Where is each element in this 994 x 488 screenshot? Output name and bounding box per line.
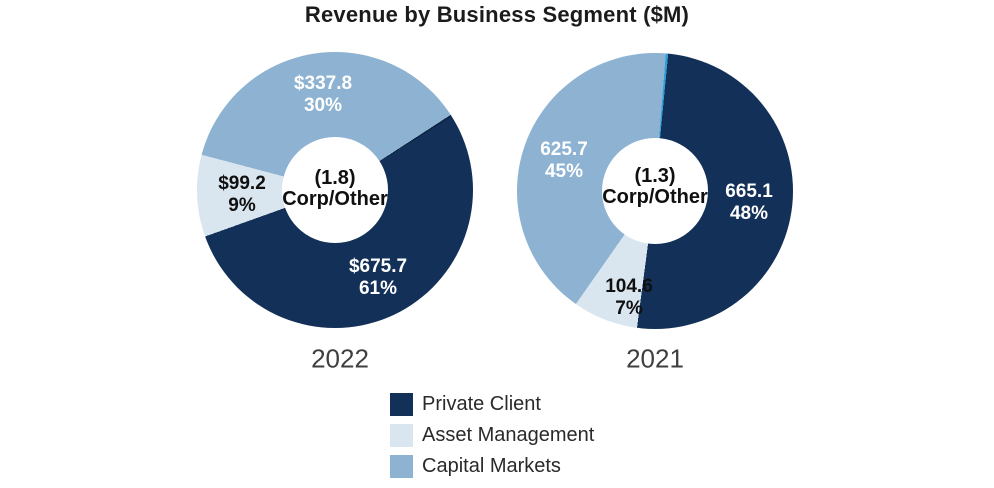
legend-label: Private Client	[422, 393, 541, 415]
legend-swatch-private-client	[390, 393, 413, 416]
slice-pct: 9%	[228, 195, 256, 216]
legend-item-private-client: Private Client	[390, 393, 594, 416]
year-label-2021: 2021	[626, 343, 684, 374]
slice-pct: 61%	[358, 278, 398, 299]
legend-item-asset-management: Asset Management	[390, 424, 594, 447]
legend-swatch-asset-management	[390, 424, 413, 447]
slice-label-asset-management-2022: $99.2 9%	[218, 173, 266, 217]
slice-value: 665.1	[725, 181, 773, 202]
legend: Private Client Asset Management Capital …	[390, 393, 594, 486]
slice-value: 625.7	[540, 139, 588, 160]
slice-label-private-client-2021: 665.1 48%	[725, 181, 773, 225]
legend-swatch-capital-markets	[390, 455, 413, 478]
donut-2021	[517, 53, 793, 329]
slice-label-capital-markets-2021: 625.7 45%	[540, 139, 588, 183]
legend-label: Capital Markets	[422, 455, 561, 477]
corp-other-name-2022: Corp/Other	[282, 188, 388, 210]
slice-label-private-client-2022: $675.7 61%	[349, 256, 407, 300]
slice-value: $675.7	[348, 256, 408, 277]
slice-pct: 30%	[303, 95, 343, 116]
legend-label: Asset Management	[422, 424, 595, 446]
slice-value: 104.6	[605, 276, 653, 297]
donut-2022	[197, 52, 473, 328]
donut-2021-center-label: (1.3) Corp/Other	[602, 166, 708, 208]
corp-other-value-2022: (1.8)	[314, 167, 356, 189]
year-label-2022: 2022	[311, 343, 369, 374]
slice-label-capital-markets-2022: $337.8 30%	[294, 73, 352, 117]
slice-pct: 45%	[544, 161, 584, 182]
slice-pct: 48%	[729, 203, 769, 224]
corp-other-name-2021: Corp/Other	[602, 186, 708, 208]
slice-pct: 7%	[615, 298, 643, 319]
donut-2021-hole	[602, 138, 708, 244]
chart-title: Revenue by Business Segment ($M)	[304, 2, 690, 27]
corp-other-value-2021: (1.3)	[634, 165, 676, 187]
donut-2022-hole	[282, 137, 388, 243]
donut-2022-center-label: (1.8) Corp/Other	[282, 168, 388, 210]
slice-value: $337.8	[293, 73, 353, 94]
legend-item-capital-markets: Capital Markets	[390, 455, 594, 478]
slice-label-asset-management-2021: 104.6 7%	[605, 276, 653, 320]
slice-value: $99.2	[218, 173, 266, 194]
